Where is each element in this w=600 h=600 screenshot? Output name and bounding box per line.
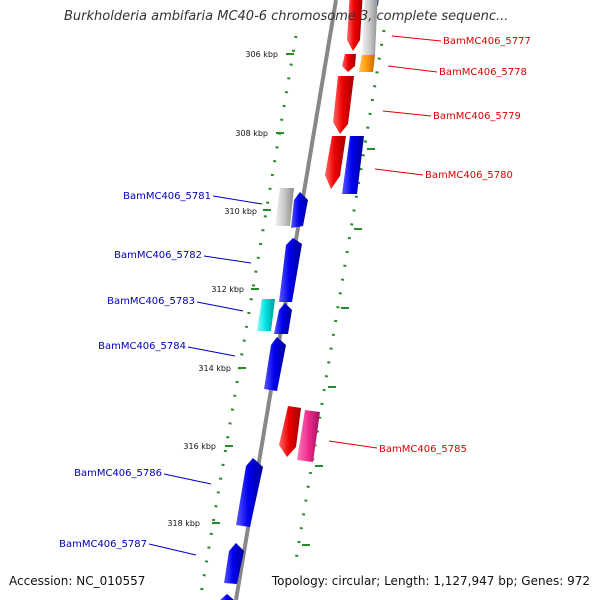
leader-line-5783	[196, 301, 244, 312]
gene-label-5785[interactable]: BamMC406_5785	[379, 444, 467, 455]
gene-arrow-f-5778[interactable]	[359, 55, 375, 72]
gene-label-5778[interactable]: BamMC406_5778	[439, 67, 527, 78]
gene-arrow-f-5782[interactable]	[279, 238, 302, 302]
gene-arrow-f-5777[interactable]	[342, 54, 356, 72]
ruler-tick-label: 306 kbp	[245, 50, 278, 59]
gene-label-5777[interactable]: BamMC406_5777	[443, 36, 531, 47]
accession-text: Accession: NC_010557	[9, 574, 146, 588]
leader-line-5777	[391, 35, 442, 42]
gene-arrow-f-red-top[interactable]	[347, 0, 363, 51]
leader-line-5780	[374, 168, 424, 176]
leader-line-5785	[328, 440, 378, 449]
gene-label-5779[interactable]: BamMC406_5779	[433, 111, 521, 122]
leader-line-5784	[187, 346, 236, 357]
ruler-ticks	[212, 53, 375, 546]
leader-line-5787	[148, 543, 197, 556]
gene-arrow-f-5780-b[interactable]	[342, 136, 364, 194]
gene-arrow-f-5781[interactable]	[291, 192, 308, 228]
gene-label-5782[interactable]: BamMC406_5782	[114, 250, 202, 261]
gene-label-5781[interactable]: BamMC406_5781	[123, 191, 211, 202]
gene-label-5780[interactable]: BamMC406_5780	[425, 170, 513, 181]
leader-line-5781	[212, 195, 263, 205]
ruler-tracks	[198, 29, 386, 600]
ruler-track-left	[198, 35, 298, 600]
gene-arrow-f-5787[interactable]	[224, 543, 244, 584]
gene-arrow-f-5785-b[interactable]	[297, 410, 320, 462]
ruler-tick-label: 308 kbp	[235, 129, 268, 138]
leader-line-5782	[203, 255, 252, 264]
ruler-tick-label: 314 kbp	[198, 364, 231, 373]
leader-line-5779	[382, 110, 432, 117]
ruler-tick-label: 316 kbp	[183, 442, 216, 451]
gene-arrow-f-5785-a[interactable]	[279, 406, 301, 457]
gene-label-5783[interactable]: BamMC406_5783	[107, 296, 195, 307]
leader-lines	[148, 35, 442, 556]
ruler-tick-label: 312 kbp	[211, 285, 244, 294]
gene-arrow-f-5783-cyan[interactable]	[257, 299, 275, 331]
gene-arrow-f-5783[interactable]	[274, 303, 292, 334]
gene-label-5784[interactable]: BamMC406_5784	[98, 341, 186, 352]
gene-arrow-f-gray-top[interactable]	[362, 0, 378, 55]
gene-arrow-f-5784[interactable]	[264, 337, 286, 391]
gene-arrow-f-5786[interactable]	[236, 458, 263, 527]
gene-arrow-f-5780-a[interactable]	[325, 136, 346, 189]
leader-line-5786	[163, 473, 212, 485]
map-title: Burkholderia ambifaria MC40-6 chromosome…	[64, 9, 509, 24]
gene-features	[220, 0, 379, 600]
genome-summary-text: Topology: circular; Length: 1,127,947 bp…	[271, 574, 590, 588]
gene-arrow-f-bottom[interactable]	[220, 594, 234, 600]
ruler-tick-label: 310 kbp	[224, 207, 257, 216]
gene-arrow-f-5779[interactable]	[333, 76, 354, 134]
gene-label-5787[interactable]: BamMC406_5787	[59, 539, 147, 550]
ruler-tick-label: 318 kbp	[167, 519, 200, 528]
gene-label-5786[interactable]: BamMC406_5786	[74, 468, 162, 479]
gene-arrow-f-5781-gray[interactable]	[275, 188, 294, 226]
leader-line-5778	[387, 65, 438, 73]
